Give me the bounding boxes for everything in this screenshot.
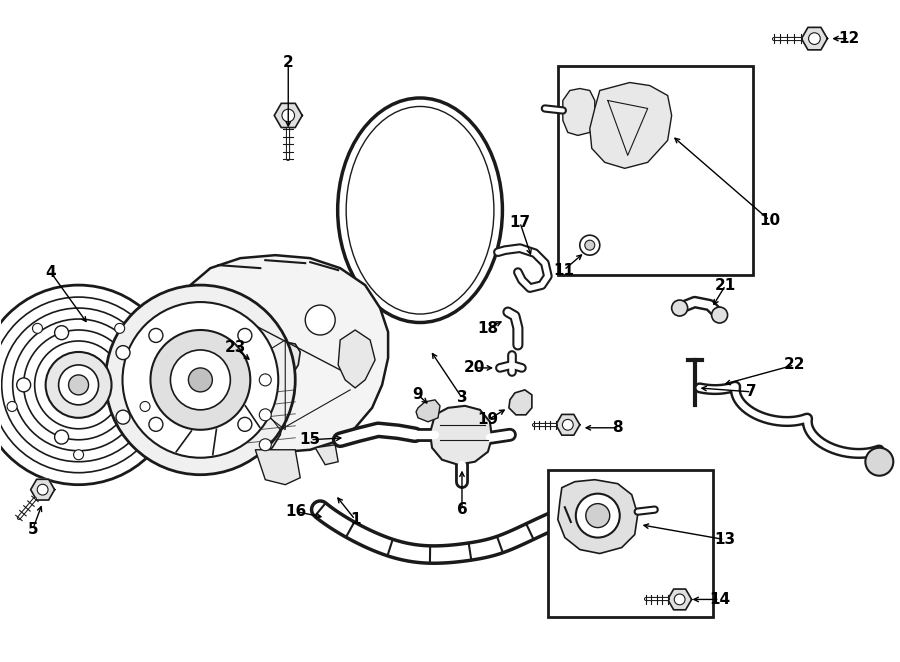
Circle shape [32, 323, 42, 334]
Circle shape [105, 285, 295, 475]
Polygon shape [244, 342, 301, 455]
Circle shape [0, 285, 178, 485]
Bar [548, 470, 713, 618]
Circle shape [55, 326, 68, 340]
Circle shape [116, 346, 130, 359]
Polygon shape [416, 400, 440, 422]
Text: 16: 16 [285, 504, 307, 519]
Text: 5: 5 [27, 522, 38, 537]
Polygon shape [802, 27, 827, 50]
Circle shape [586, 504, 610, 528]
Polygon shape [668, 589, 691, 610]
Text: 22: 22 [784, 357, 806, 373]
Polygon shape [274, 103, 302, 128]
Circle shape [259, 439, 271, 451]
Circle shape [808, 33, 820, 44]
Polygon shape [256, 449, 301, 485]
Text: 9: 9 [413, 387, 423, 402]
Text: 10: 10 [759, 213, 780, 228]
Circle shape [170, 350, 230, 410]
Circle shape [188, 368, 212, 392]
Circle shape [580, 235, 599, 255]
Circle shape [46, 352, 112, 418]
Polygon shape [558, 480, 638, 553]
Circle shape [259, 409, 271, 421]
Text: 14: 14 [709, 592, 730, 607]
Text: 17: 17 [509, 214, 530, 230]
Circle shape [576, 494, 620, 538]
Polygon shape [191, 255, 388, 451]
Text: 21: 21 [715, 277, 736, 293]
Polygon shape [556, 414, 580, 435]
Circle shape [585, 240, 595, 250]
Circle shape [140, 401, 150, 412]
Circle shape [55, 430, 68, 444]
Circle shape [259, 374, 271, 386]
Circle shape [562, 420, 573, 430]
Polygon shape [508, 390, 532, 415]
Text: 19: 19 [477, 412, 499, 427]
Text: 13: 13 [714, 532, 735, 547]
Circle shape [148, 417, 163, 432]
Circle shape [712, 307, 727, 323]
Polygon shape [430, 406, 492, 465]
Polygon shape [590, 83, 671, 168]
Text: 4: 4 [45, 265, 56, 279]
Text: 15: 15 [300, 432, 320, 448]
Polygon shape [338, 330, 375, 388]
Circle shape [68, 375, 88, 395]
Ellipse shape [338, 98, 502, 322]
Text: 3: 3 [456, 391, 467, 405]
Circle shape [74, 449, 84, 459]
Circle shape [674, 594, 685, 605]
Text: 12: 12 [839, 31, 860, 46]
Text: 18: 18 [477, 320, 499, 336]
Text: 6: 6 [456, 502, 467, 517]
Circle shape [122, 302, 278, 457]
Circle shape [866, 448, 894, 476]
Circle shape [238, 417, 252, 432]
Circle shape [148, 328, 163, 342]
Circle shape [116, 410, 130, 424]
Bar [558, 66, 752, 275]
Polygon shape [315, 445, 338, 465]
Circle shape [58, 365, 98, 405]
Circle shape [114, 323, 124, 334]
Circle shape [7, 401, 17, 412]
Polygon shape [31, 479, 55, 500]
Circle shape [150, 330, 250, 430]
Text: 8: 8 [612, 420, 623, 436]
Text: 11: 11 [554, 263, 574, 277]
Circle shape [17, 378, 31, 392]
Circle shape [282, 109, 294, 122]
Text: 1: 1 [350, 512, 360, 527]
Circle shape [305, 305, 335, 335]
Circle shape [37, 485, 48, 495]
Circle shape [238, 328, 252, 342]
Text: 7: 7 [746, 385, 757, 399]
Circle shape [671, 300, 688, 316]
Text: 23: 23 [225, 340, 246, 355]
Text: 2: 2 [283, 55, 293, 70]
Polygon shape [562, 89, 595, 136]
Text: 20: 20 [464, 360, 485, 375]
